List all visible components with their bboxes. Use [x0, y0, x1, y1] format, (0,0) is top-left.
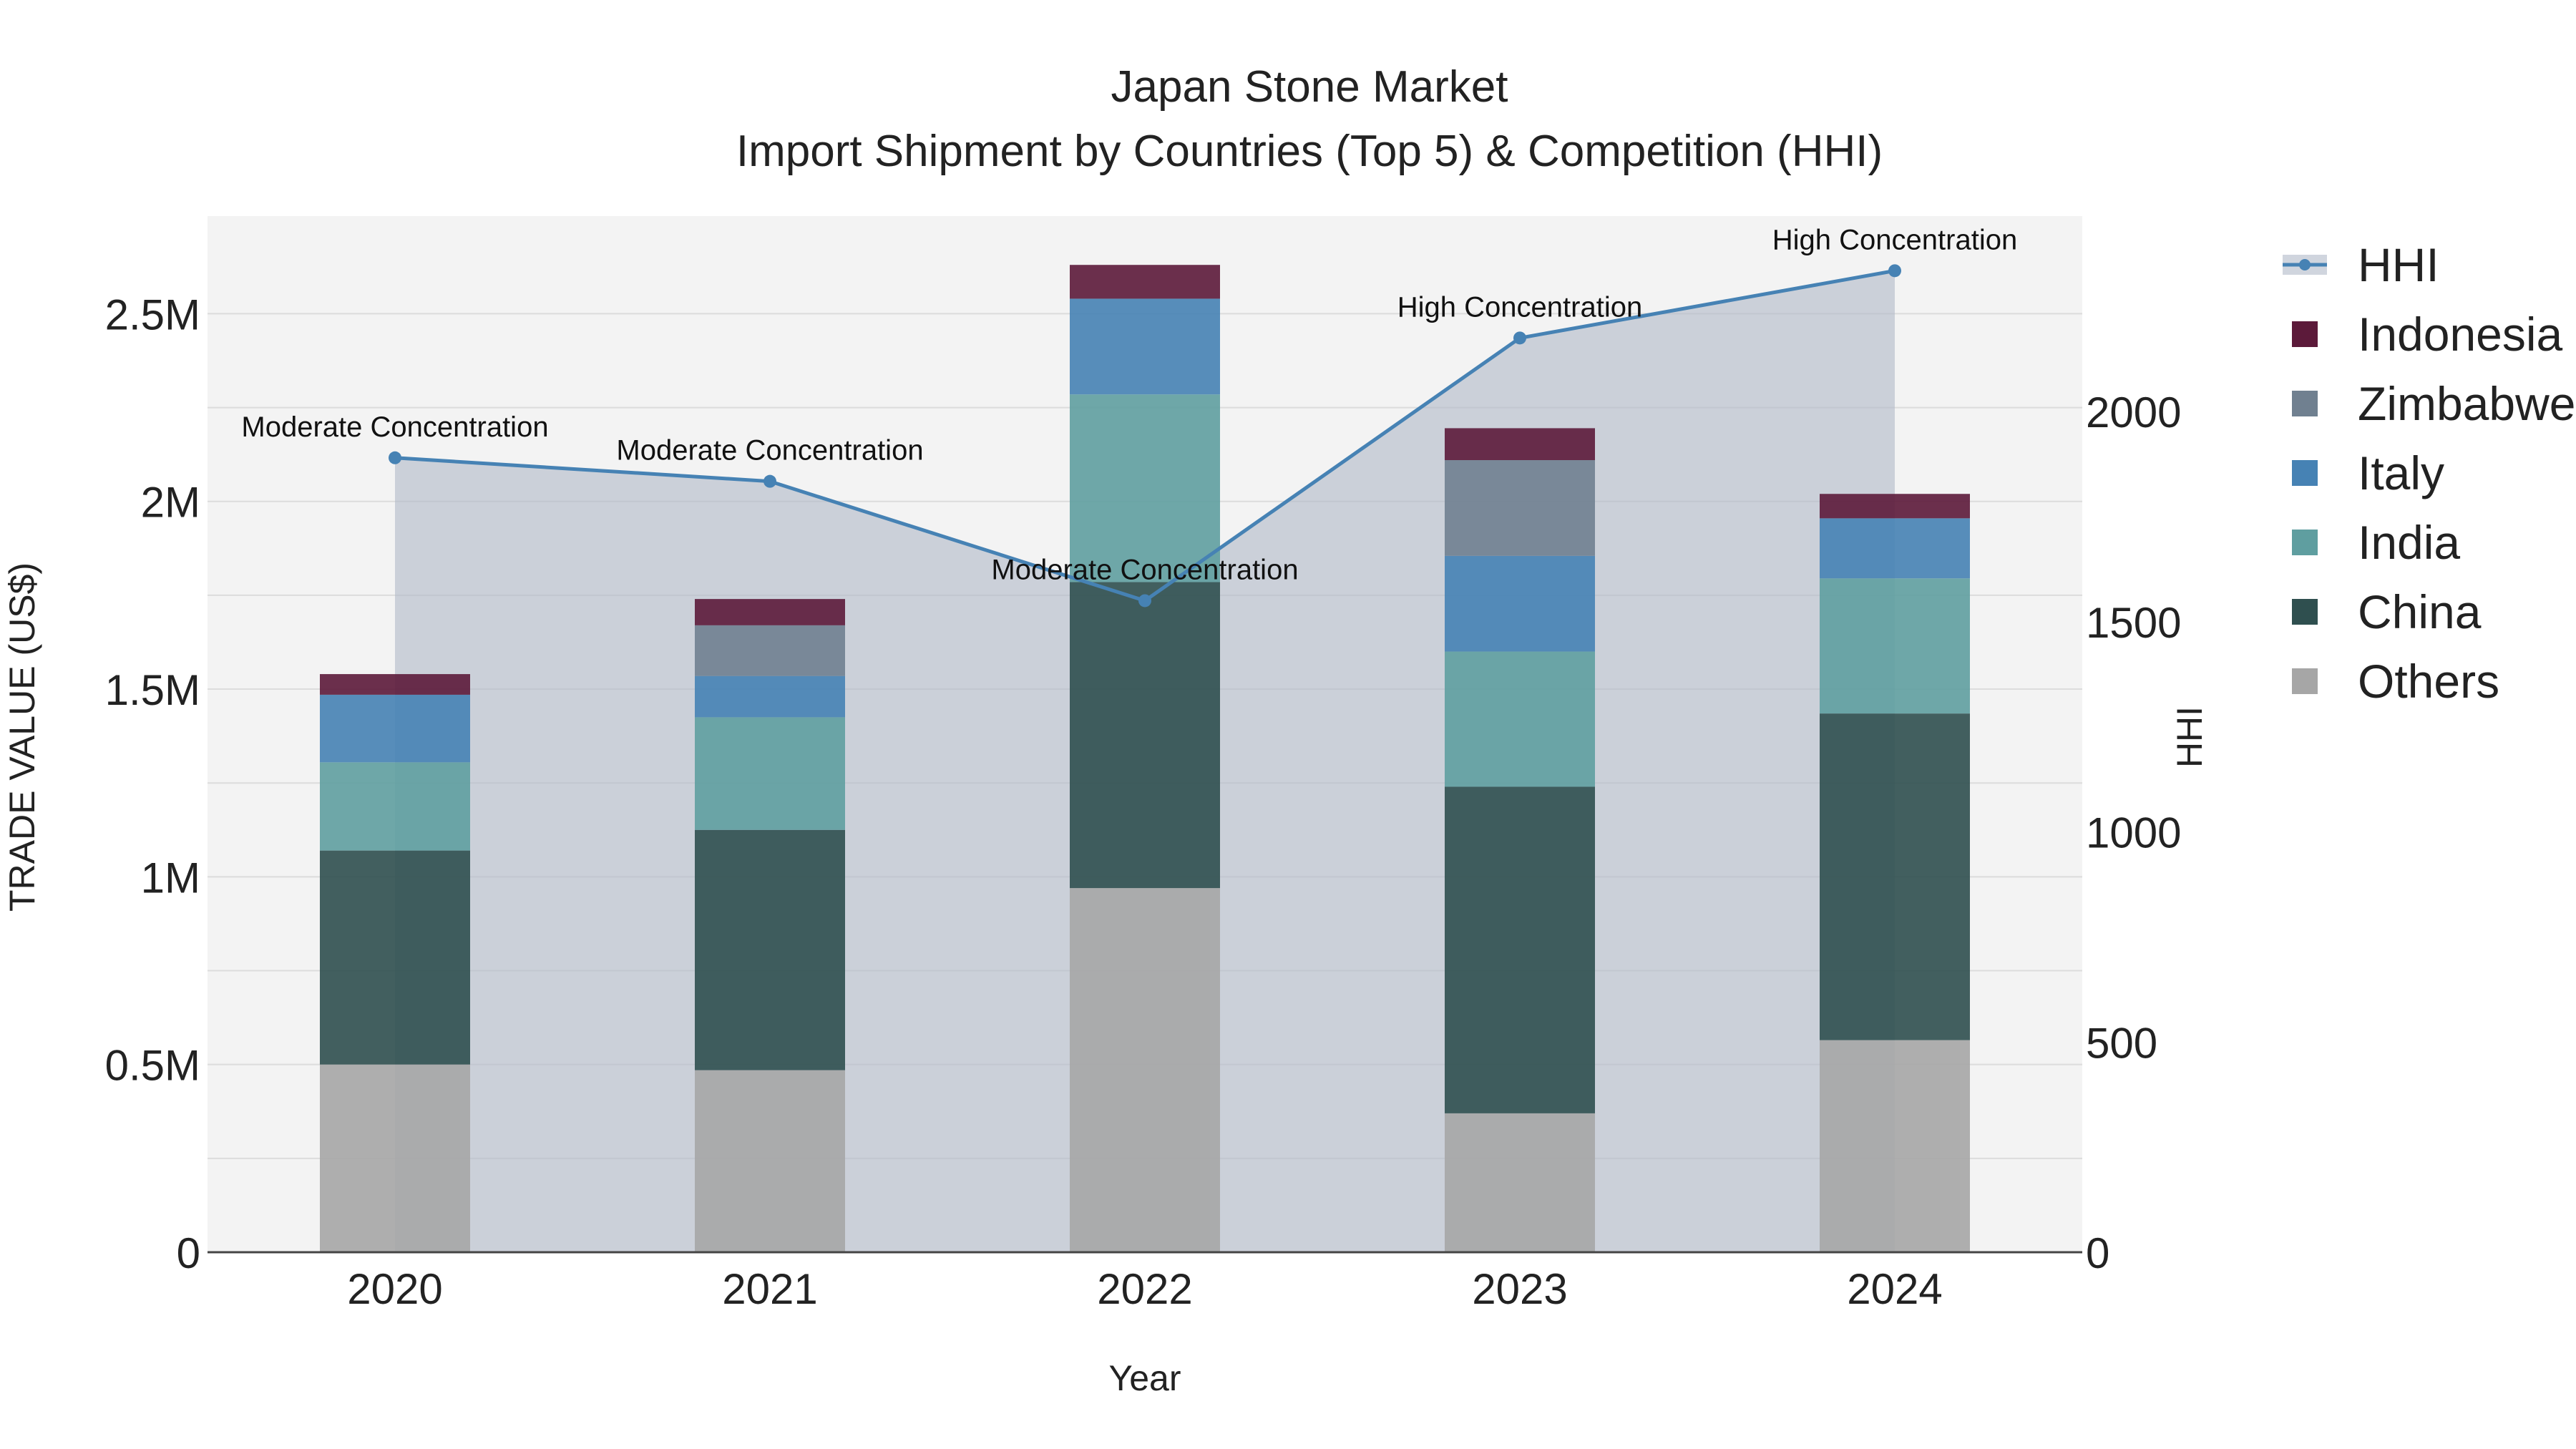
x-tick-label-2024: 2024	[1847, 1265, 1942, 1313]
bar-china-2020	[320, 850, 470, 1065]
bar-others-2020	[320, 1064, 470, 1252]
bar-india-2024	[1820, 578, 1970, 714]
legend: HHI Indonesia Zimbabwe Italy India China Other…	[2283, 238, 2575, 708]
legend-item-italy: Italy	[2292, 447, 2444, 499]
hhi-annotation-2024: High Concentration	[1772, 224, 2017, 255]
legend-swatch-others	[2292, 668, 2318, 694]
y-tick-label: 2.5M	[105, 291, 200, 338]
x-tick-label-2021: 2021	[722, 1265, 817, 1313]
bar-italy-2022	[1070, 298, 1220, 395]
bar-others-2022	[1070, 888, 1220, 1252]
bar-india-2022	[1070, 394, 1220, 582]
legend-item-india: India	[2292, 516, 2460, 569]
y2-tick-label: 1500	[2086, 599, 2181, 647]
legend-item-indonesia: Indonesia	[2292, 308, 2563, 361]
bar-indonesia-2023	[1445, 428, 1595, 461]
hhi-point-2020	[389, 451, 401, 464]
y-tick-label: 1.5M	[105, 666, 200, 714]
bar-zimbabwe-2023	[1445, 460, 1595, 556]
y2-axis-label: HHI	[2170, 706, 2210, 768]
legend-label-india: India	[2358, 516, 2460, 569]
hhi-line-layer: Moderate Concentration Moderate Concentra…	[241, 224, 2017, 608]
hhi-annotation-2020: Moderate Concentration	[241, 411, 548, 443]
bars	[320, 265, 1970, 1252]
bar-italy-2023	[1445, 555, 1595, 652]
hhi-annotation-2021: Moderate Concentration	[616, 435, 923, 467]
x-tick-label-2022: 2022	[1097, 1265, 1192, 1313]
bar-china-2022	[1070, 582, 1220, 889]
legend-label-others: Others	[2358, 655, 2499, 708]
y-tick-label: 0	[177, 1229, 200, 1277]
bar-china-2021	[695, 829, 845, 1070]
bar-zimbabwe-2021	[695, 625, 845, 676]
bar-indonesia-2024	[1820, 494, 1970, 519]
chart-subtitle: Import Shipment by Countries (Top 5) & C…	[736, 127, 1883, 176]
hhi-point-2021	[763, 474, 776, 488]
legend-swatch-zimbabwe	[2292, 391, 2318, 416]
y2-tick-label: 0	[2086, 1229, 2109, 1277]
bar-india-2023	[1445, 651, 1595, 787]
bar-indonesia-2020	[320, 674, 470, 695]
bar-italy-2020	[320, 694, 470, 763]
bar-india-2021	[695, 717, 845, 830]
y-axis-label: TRADE VALUE (US$)	[2, 562, 42, 912]
y2-tick-label: 2000	[2086, 389, 2181, 436]
legend-item-others: Others	[2292, 655, 2499, 708]
y2-tick-label: 500	[2086, 1019, 2157, 1067]
legend-label-zimbabwe: Zimbabwe	[2358, 377, 2575, 430]
axes: 0 0.5M 1M 1.5M 2M 2.5M 0 500 1000 1500 2000 2020 202…	[105, 291, 2182, 1313]
x-tick-label-2020: 2020	[347, 1265, 442, 1313]
bar-others-2024	[1820, 1040, 1970, 1252]
bar-india-2020	[320, 762, 470, 851]
bar-china-2024	[1820, 713, 1970, 1040]
y-tick-label: 2M	[141, 479, 200, 527]
bar-others-2023	[1445, 1113, 1595, 1252]
legend-swatch-italy	[2292, 460, 2318, 486]
hhi-point-2022	[1138, 594, 1151, 608]
legend-item-hhi: HHI	[2283, 238, 2439, 291]
x-tick-label-2023: 2023	[1472, 1265, 1567, 1313]
legend-label-italy: Italy	[2358, 447, 2444, 499]
bar-china-2023	[1445, 786, 1595, 1113]
chart-title: Japan Stone Market	[1111, 62, 1508, 112]
legend-item-china: China	[2292, 585, 2482, 638]
bar-indonesia-2021	[695, 599, 845, 625]
hhi-annotation-2022: Moderate Concentration	[991, 554, 1298, 585]
legend-hhi-marker	[2299, 259, 2311, 270]
bar-others-2021	[695, 1070, 845, 1252]
y2-tick-label: 1000	[2086, 809, 2181, 857]
bar-italy-2024	[1820, 518, 1970, 579]
hhi-annotation-2023: High Concentration	[1397, 291, 1642, 323]
legend-label-indonesia: Indonesia	[2358, 308, 2563, 361]
hhi-point-2024	[1888, 264, 1901, 278]
legend-swatch-indonesia	[2292, 321, 2318, 347]
y-tick-label: 1M	[141, 854, 200, 902]
legend-swatch-india	[2292, 530, 2318, 555]
y-tick-label: 0.5M	[105, 1042, 200, 1090]
bar-italy-2021	[695, 675, 845, 718]
legend-swatch-china	[2292, 599, 2318, 625]
hhi-point-2023	[1513, 331, 1526, 345]
x-axis-label: Year	[1108, 1358, 1181, 1398]
legend-item-zimbabwe: Zimbabwe	[2292, 377, 2575, 430]
bar-indonesia-2022	[1070, 265, 1220, 299]
legend-label-china: China	[2358, 585, 2482, 638]
legend-label-hhi: HHI	[2358, 238, 2439, 291]
